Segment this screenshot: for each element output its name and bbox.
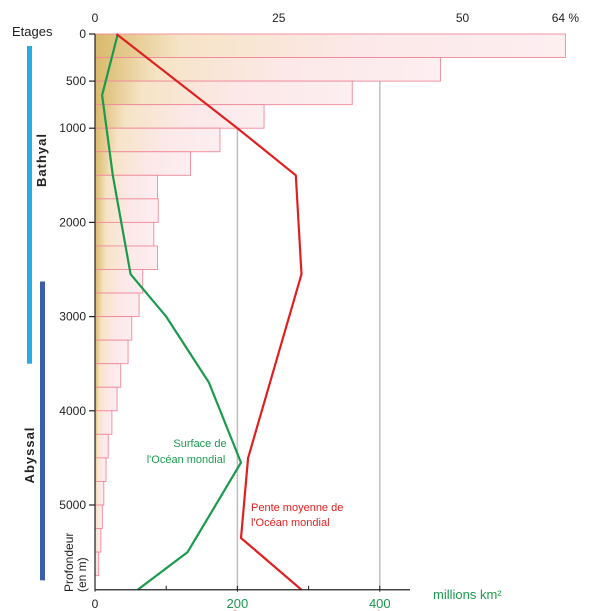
bar-2: [94, 80, 353, 106]
bar-17: [94, 433, 109, 459]
surface-annotation: Surface de l'Océan mondial: [147, 438, 227, 466]
series-lines: [100, 33, 303, 591]
bar-18: [94, 457, 107, 482]
surface-annotation-line1: Surface de: [173, 438, 226, 450]
depth-tick-label-3000: 3000: [59, 310, 86, 324]
bar-19: [94, 481, 105, 506]
depth-tick-label-2000: 2000: [59, 215, 86, 229]
area-tick-label-400: 400: [369, 596, 391, 611]
bar-6: [94, 174, 158, 200]
slope-annotation-line1: Pente moyenne de: [251, 502, 343, 514]
bar-3: [94, 104, 265, 129]
slope-annotation-line2: l'Océan mondial: [251, 517, 330, 529]
bar-11: [94, 292, 140, 318]
bar-12: [94, 316, 133, 341]
zone-label-abyssal: Abyssal: [22, 427, 37, 484]
depth-tick-label-4000: 4000: [59, 404, 86, 418]
zone-band-bathyal: [27, 46, 32, 364]
depth-tick-label-500: 500: [66, 74, 86, 88]
depth-axis-title: Etages: [12, 24, 53, 39]
slope-tick-label-400: 4°: [374, 608, 386, 611]
axes: 0 500 1000 2000 3000 4000 5000 0 25 50 64 % 0 200 400…: [59, 11, 579, 611]
zone-band-abyssal: [40, 281, 45, 581]
surface-annotation-line2: l'Océan mondial: [147, 454, 226, 466]
bar-4: [94, 127, 221, 153]
zone-label-bathyal-text: Bathyal: [34, 133, 49, 187]
depth-tick-label-1000: 1000: [59, 121, 86, 135]
zone-label-bathyal: Bathyal: [34, 133, 49, 187]
bar-16: [94, 410, 113, 435]
bar-1: [94, 57, 441, 82]
series-line-0: [100, 33, 243, 591]
bar-21: [94, 528, 102, 553]
series-line-1: [115, 33, 303, 591]
area-tick-label-200: 200: [227, 596, 249, 611]
bar-0: [94, 33, 566, 58]
area-axis-unit: millions km²: [433, 587, 502, 602]
slope-annotation: Pente moyenne de l'Océan mondial: [251, 502, 343, 529]
bar-13: [94, 339, 129, 365]
bar-7: [94, 198, 159, 223]
percent-tick-label-0: 0: [92, 11, 99, 25]
zone-label-abyssal-text: Abyssal: [22, 427, 37, 484]
depth-tick-label-0: 0: [79, 27, 86, 41]
percent-tick-label-50: 50: [456, 11, 470, 25]
depth-tick-label-5000: 5000: [59, 498, 86, 512]
percent-tick-label-64: 64 %: [552, 11, 580, 25]
depth-axis-ylabel-line1: Profondeur: [62, 533, 76, 592]
depth-axis-ylabel-line2: (en m): [75, 557, 89, 592]
bar-15: [94, 386, 118, 412]
slope-tick-label-200: 2°: [232, 608, 244, 611]
area-tick-label-0: 0: [92, 597, 99, 611]
depth-axis-ylabel: Profondeur (en m): [62, 533, 89, 592]
percent-tick-label-25: 25: [272, 11, 286, 25]
bar-20: [94, 504, 103, 529]
depth-bars: [94, 33, 566, 577]
grid-lines: [236, 80, 381, 590]
zone-bands: [27, 46, 45, 581]
bar-14: [94, 363, 122, 388]
